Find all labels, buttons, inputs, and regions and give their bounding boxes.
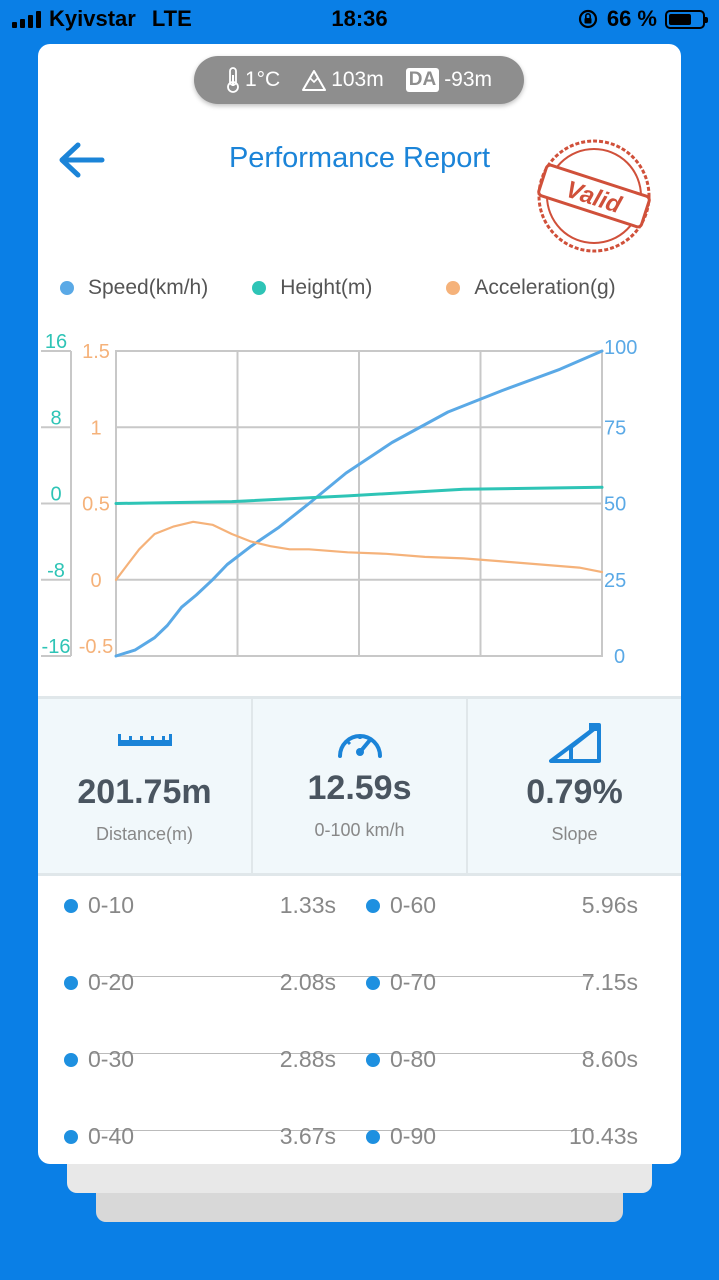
acceleration-tick-label: -0.5: [79, 636, 113, 658]
report-card: 1°C 103m DA -93m Performance Report Vali…: [38, 44, 681, 1164]
legend-dot: [252, 281, 267, 295]
speed-tick-label: 100: [604, 337, 637, 359]
bullet-icon: [64, 1129, 78, 1144]
acceleration-tick-label: 1.5: [82, 341, 110, 363]
speed-tick-label: 50: [604, 494, 626, 516]
divider: [90, 1130, 594, 1131]
page-title: Performance Report: [228, 142, 491, 174]
speedometer-icon: [337, 734, 382, 758]
split-row: 0-20 2.08s 0-70 7.15s: [38, 947, 681, 1023]
speed-tick-label: 75: [604, 417, 626, 439]
split-time: 5.96s: [581, 892, 638, 918]
temperature-value: 1°C: [244, 68, 281, 91]
back-arrow-icon[interactable]: [56, 140, 106, 180]
valid-stamp-icon: Valid: [537, 139, 651, 253]
density-altitude-badge: DA: [405, 68, 440, 92]
bullet-icon: [366, 898, 380, 913]
height-tick-label: 8: [50, 407, 61, 429]
legend-item-speed: Speed(km/h): [60, 276, 208, 300]
acceleration-tick-label: 1: [90, 417, 101, 439]
distance-label: Distance(m): [95, 824, 193, 844]
status-bar: Kyivstar LTE 18:36 66 %: [0, 0, 719, 40]
bullet-icon: [366, 1129, 380, 1144]
mountain-icon: [302, 70, 327, 91]
chart-legend: Speed(km/h) Height(m) Acceleration(g): [60, 276, 616, 300]
split-times-list: 0-10 1.33s 0-60 5.96s 0-20 2.08s 0-70 7.…: [38, 870, 681, 1164]
density-altitude-value: -93m: [444, 68, 493, 91]
stat-distance: 201.75m Distance(m): [38, 699, 253, 873]
thermometer-icon: [227, 67, 239, 93]
altitude-value: 103m: [331, 68, 384, 91]
conditions-pill: 1°C 103m DA -93m: [194, 56, 524, 104]
acceleration-time-label: 0-100 km/h: [314, 820, 405, 840]
split-row: 0-10 1.33s 0-60 5.96s: [38, 870, 681, 946]
legend-item-height: Height(m): [252, 276, 372, 300]
bullet-icon: [64, 1052, 78, 1067]
bullet-icon: [366, 1052, 380, 1067]
battery-icon: [665, 9, 708, 29]
height-tick-label: -16: [42, 636, 71, 658]
chart-axes: 16 8 0 -8 -16 1.5 1 0.5 0 -0.5 100 75 50 25 0: [41, 331, 637, 668]
signal-icon: [12, 10, 41, 28]
slope-value: 0.79%: [526, 773, 623, 811]
height-tick-label: -8: [47, 560, 65, 582]
divider: [90, 976, 594, 977]
series-line: [114, 485, 604, 505]
speed-tick-label: 0: [614, 646, 625, 668]
acceleration-tick-label: 0.5: [82, 494, 110, 516]
battery-percent: 66 %: [606, 6, 657, 31]
stat-acceleration-time: 12.59s 0-100 km/h: [253, 699, 468, 873]
acceleration-time-value: 12.59s: [307, 769, 412, 807]
bullet-icon: [366, 975, 380, 990]
split-row: 0-40 3.67s 0-90 10.43s: [38, 1101, 681, 1164]
split-time: 10.43s: [568, 1123, 638, 1149]
bullet-icon: [64, 898, 78, 913]
split-time: 7.15s: [581, 969, 638, 995]
slope-label: Slope: [551, 824, 598, 844]
legend-dot: [446, 281, 461, 295]
stat-slope: 0.79% Slope: [468, 699, 681, 873]
divider: [90, 1053, 594, 1054]
legend-dot: [60, 281, 74, 295]
stats-panel: 201.75m Distance(m) 12.59s 0-100 km/h: [38, 696, 681, 876]
speed-tick-label: 25: [604, 570, 626, 592]
rotation-lock-icon: [578, 9, 597, 29]
legend-item-acceleration: Acceleration(g): [446, 276, 616, 300]
bullet-icon: [64, 975, 78, 990]
slope-icon: [548, 723, 601, 763]
carrier-name: Kyivstar: [49, 6, 136, 31]
split-time: 1.33s: [279, 892, 336, 918]
network-type: LTE: [151, 6, 192, 31]
split-row: 0-30 2.88s 0-80 8.60s: [38, 1024, 681, 1100]
performance-chart: 16 8 0 -8 -16 1.5 1 0.5 0 -0.5 100 75 50 25 0: [41, 331, 637, 668]
split-time: 8.60s: [581, 1046, 638, 1072]
split-time: 3.67s: [279, 1123, 336, 1149]
clock: 18:36: [331, 6, 388, 31]
split-time: 2.08s: [279, 969, 336, 995]
split-time: 2.88s: [279, 1046, 336, 1072]
height-tick-label: 0: [50, 484, 61, 506]
series-line: [114, 349, 604, 658]
height-tick-label: 16: [45, 331, 67, 353]
chart-series: [114, 349, 604, 658]
ruler-icon: [117, 734, 172, 746]
series-line: [114, 520, 604, 581]
acceleration-tick-label: 0: [90, 570, 101, 592]
distance-value: 201.75m: [77, 773, 212, 811]
